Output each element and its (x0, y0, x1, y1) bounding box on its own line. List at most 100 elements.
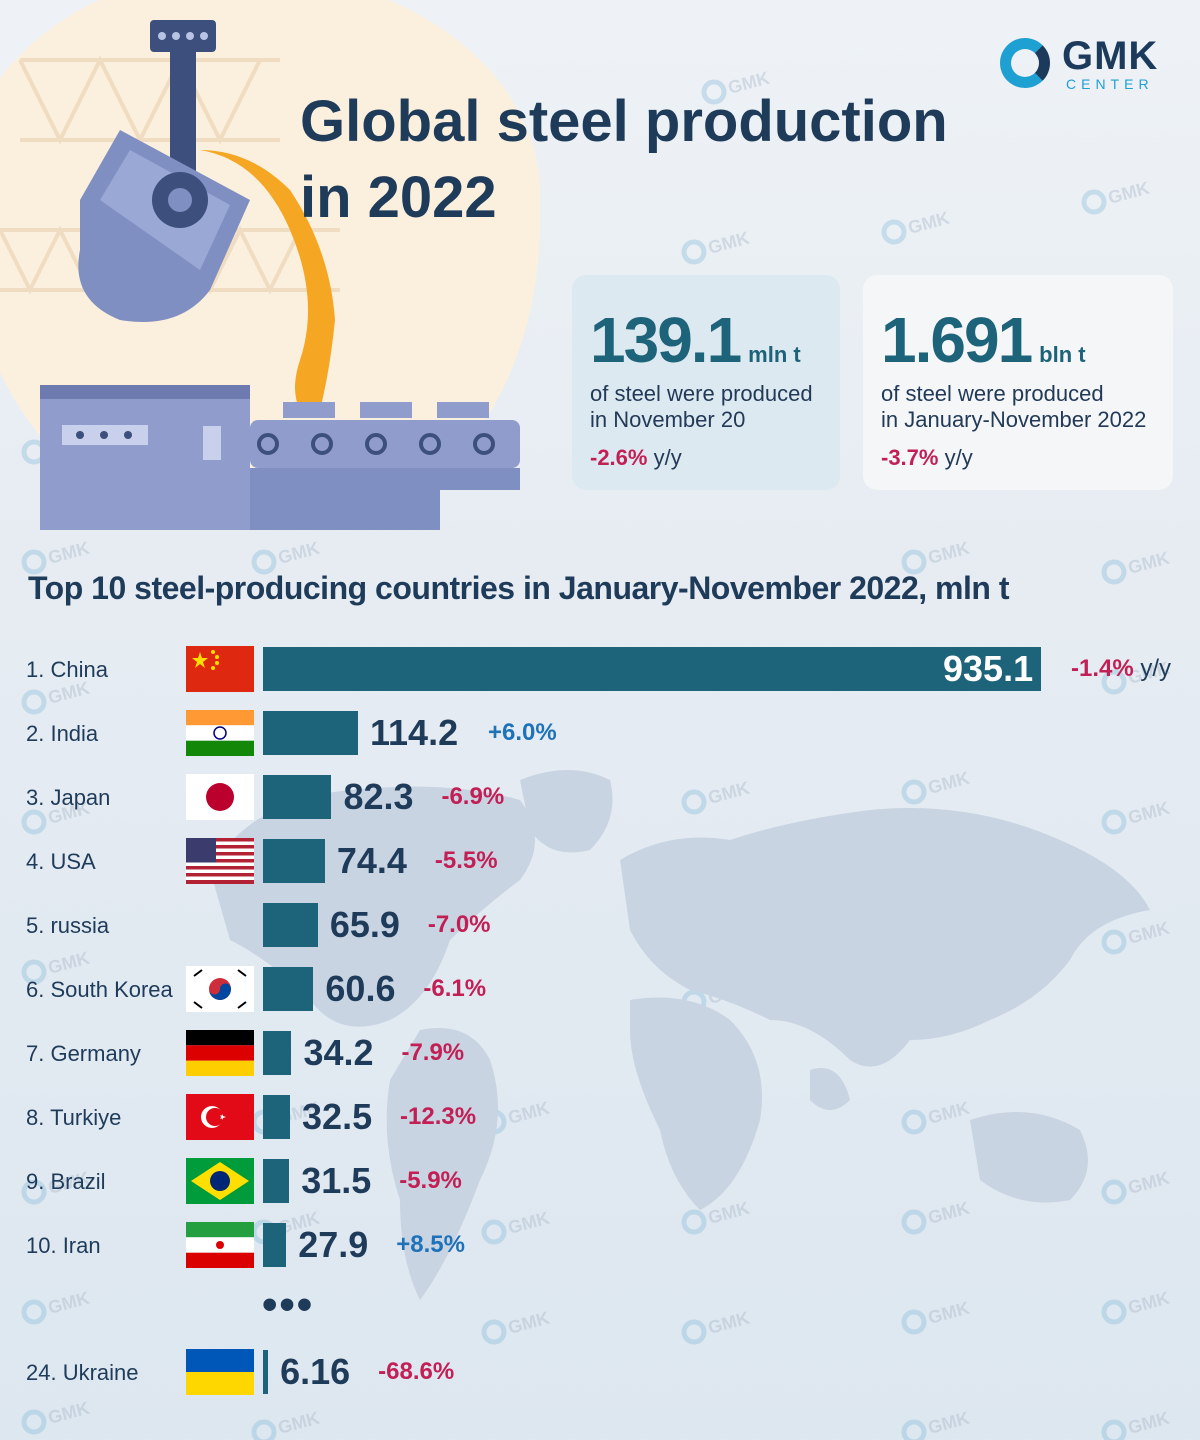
year-description-2: in January-November 2022 (881, 407, 1147, 432)
bar-value-label: 114.2 (370, 712, 459, 753)
bar (263, 647, 1041, 691)
bar (263, 1159, 290, 1203)
svg-text:GMK: GMK (276, 1410, 322, 1438)
brazil-flag-icon (186, 1158, 254, 1204)
bar-value-label: 60.6 (325, 968, 396, 1009)
logo-subtitle: CENTER (1066, 76, 1154, 92)
bar (263, 1031, 292, 1075)
svg-text:GMK: GMK (1106, 180, 1152, 208)
change-label: +6.0% (488, 719, 557, 746)
svg-text:GMK: GMK (46, 1400, 92, 1428)
turkiye-flag-icon (186, 1094, 254, 1140)
svg-text:GMK: GMK (276, 540, 322, 568)
country-label: 2. India (26, 721, 99, 746)
japan-flag-icon (186, 774, 254, 820)
country-label: 4. USA (26, 849, 96, 874)
year-change-value: -3.7% (881, 445, 939, 470)
india-flag-icon (186, 710, 254, 756)
svg-text:GMK: GMK (46, 680, 92, 708)
bar (263, 903, 318, 947)
logo-ring-icon (1000, 38, 1050, 88)
iran-flag-icon (186, 1222, 254, 1268)
svg-text:GMK: GMK (46, 1290, 92, 1318)
november-description-1: of steel were produced (590, 381, 813, 406)
country-label: 10. Iran (26, 1233, 101, 1258)
change-label: -7.9% (401, 1039, 465, 1066)
watermark-logo-icon: GMK (900, 1408, 990, 1440)
south-korea-flag-icon (186, 966, 254, 1012)
change-label: -68.6% (378, 1358, 455, 1385)
bar-value-label: 65.9 (329, 904, 400, 945)
year-stat-card: 1.691 bln t of steel were produced in Jan… (863, 275, 1173, 490)
year-description-1: of steel were produced (881, 381, 1104, 406)
watermark-logo-icon: GMK (680, 228, 770, 275)
country-label: 5. russia (26, 913, 110, 938)
change-label: -12.3% (400, 1103, 477, 1130)
bar-value-label: 32.5 (302, 1096, 373, 1137)
bar-value-label: 74.4 (336, 840, 407, 881)
watermark-logo-icon: GMK (20, 1398, 110, 1440)
country-label: 7. Germany (26, 1041, 141, 1066)
country-label: 8. Turkiye (26, 1105, 122, 1130)
page-title: Global steel production in 2022 (300, 84, 1000, 236)
november-change: -2.6% y/y (590, 445, 824, 471)
year-unit: bln t (1039, 342, 1086, 367)
year-change-suffix: y/y (944, 445, 973, 470)
change-label: -6.9% (441, 783, 505, 810)
country-label: 3. Japan (26, 785, 111, 810)
bar (263, 775, 332, 819)
ukraine-flag-icon (186, 1349, 254, 1395)
watermark-logo-icon: GMK (1080, 178, 1170, 225)
watermark-logo-icon: GMK (20, 1288, 110, 1335)
bar-value-label: 34.2 (303, 1032, 374, 1073)
watermark-logo-icon: GMK (1100, 548, 1190, 595)
gmk-center-logo: GMK CENTER (1000, 34, 1170, 96)
november-value: 139.1 (590, 304, 742, 376)
bar (263, 1223, 287, 1267)
svg-text:GMK: GMK (926, 540, 972, 568)
watermark-logo-icon: GMK (1100, 1408, 1190, 1440)
watermark-logo-icon: GMK (20, 678, 110, 725)
bar-value-label: 82.3 (343, 776, 414, 817)
change-label: +8.5% (396, 1231, 465, 1258)
change-label: -1.4% y/y (1071, 655, 1172, 682)
year-change: -3.7% y/y (881, 445, 1157, 471)
china-flag-icon (186, 646, 254, 692)
svg-text:GMK: GMK (46, 540, 92, 568)
november-unit: mln t (748, 342, 801, 367)
country-label: 6. South Korea (26, 977, 173, 1002)
watermark-logo-icon: GMK (250, 1408, 340, 1440)
svg-text:GMK: GMK (1126, 1410, 1172, 1438)
november-change-suffix: y/y (653, 445, 682, 470)
november-description-2: in November 20 (590, 407, 746, 432)
usa-flag-icon (186, 838, 254, 884)
bar-value-label: 935.1 (943, 648, 1034, 689)
change-label: -5.9% (399, 1167, 462, 1194)
november-stat-card: 139.1 mln t of steel were produced in Nov… (572, 275, 840, 490)
change-label: -7.0% (427, 911, 491, 938)
bar (263, 839, 325, 883)
svg-text:GMK: GMK (46, 950, 92, 978)
chart-title: Top 10 steel-producing countries in Janu… (28, 570, 1009, 606)
bar-value-label: 27.9 (298, 1224, 369, 1265)
bar (263, 967, 314, 1011)
country-label: 24. Ukraine (26, 1360, 139, 1385)
germany-flag-icon (186, 1030, 254, 1076)
title-line-1: Global steel production (300, 89, 948, 154)
bar (263, 1350, 269, 1394)
country-label: 9. Brazil (26, 1169, 106, 1194)
bar-value-label: 6.16 (280, 1351, 351, 1392)
november-change-value: -2.6% (590, 445, 648, 470)
steel-ladle-illustration (0, 20, 520, 530)
logo-brand: GMK (1062, 34, 1159, 78)
bar (263, 711, 358, 755)
svg-text:GMK: GMK (1126, 550, 1172, 578)
title-line-2: in 2022 (300, 165, 497, 230)
change-label: -5.5% (434, 847, 498, 874)
svg-text:GMK: GMK (926, 1410, 972, 1438)
bar (263, 1095, 291, 1139)
bar-value-label: 31.5 (301, 1160, 372, 1201)
change-suffix: y/y (1133, 655, 1172, 682)
ranking-ellipsis: ••• (262, 1280, 315, 1329)
country-label: 1. China (26, 657, 108, 682)
